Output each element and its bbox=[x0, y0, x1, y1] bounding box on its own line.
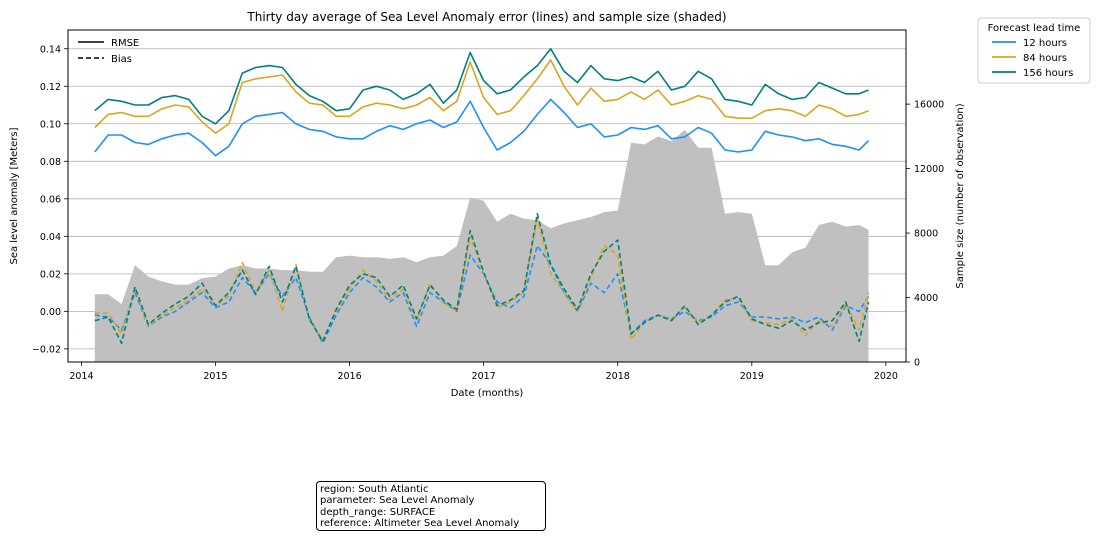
info-depth-range: depth_range: SURFACE bbox=[320, 506, 436, 518]
info-reference: reference: Altimeter Sea Level Anomaly bbox=[320, 517, 520, 529]
legend-box bbox=[977, 17, 1091, 84]
info-parameter: parameter: Sea Level Anomaly bbox=[320, 495, 475, 507]
style-legend: RMSE Bias bbox=[78, 38, 139, 65]
y-tick-label: 0.04 bbox=[40, 232, 61, 243]
plot-frame bbox=[67, 29, 907, 363]
legend-rmse-label: RMSE bbox=[111, 38, 139, 49]
x-axis-ticks: 2014 2015 2016 2017 2018 2019 2020 bbox=[69, 362, 898, 382]
y-tick-label: 0.06 bbox=[40, 194, 61, 205]
metadata-box: region: South Atlantic parameter: Sea Le… bbox=[316, 481, 546, 531]
x-tick-label: 2018 bbox=[606, 371, 630, 382]
series-lines bbox=[94, 47, 870, 345]
rmse-line-84-hours bbox=[94, 59, 869, 134]
y-tick-label: 0.02 bbox=[40, 269, 61, 280]
x-tick-label: 2016 bbox=[337, 371, 361, 382]
y2-tick-label: 8000 bbox=[914, 229, 938, 240]
y-tick-label: 0.00 bbox=[40, 307, 61, 318]
x-axis-label: Date (months) bbox=[451, 388, 524, 399]
legend-title: Forecast lead time bbox=[988, 23, 1081, 34]
x-tick-label: 2014 bbox=[69, 371, 93, 382]
legend-label-12h: 12 hours bbox=[1023, 38, 1067, 49]
y-axis-ticks: −0.02 0.00 0.02 0.04 0.06 0.08 0.10 0.12 0.14 bbox=[32, 44, 68, 355]
legend-bias-label: Bias bbox=[111, 54, 132, 65]
lead-time-legend: Forecast lead time 12 hours 84 hours 156… bbox=[977, 17, 1091, 84]
legend-label-84h: 84 hours bbox=[1023, 53, 1067, 64]
y2-axis-ticks: 0 4000 8000 12000 16000 bbox=[906, 100, 944, 369]
x-tick-label: 2017 bbox=[472, 371, 496, 382]
y-tick-label: 0.12 bbox=[40, 82, 61, 93]
x-tick-label: 2019 bbox=[740, 371, 764, 382]
y2-axis-label: Sample size (number of observation) bbox=[955, 103, 966, 288]
chart-title: Thirty day average of Sea Level Anomaly … bbox=[246, 10, 726, 24]
sample-size-series bbox=[94, 129, 869, 362]
y-axis-label: Sea level anomaly [Meters] bbox=[9, 127, 20, 264]
info-region: region: South Atlantic bbox=[320, 484, 429, 495]
rmse-line-156-hours bbox=[94, 47, 869, 125]
y2-tick-label: 0 bbox=[914, 358, 920, 369]
x-tick-label: 2020 bbox=[874, 371, 898, 382]
rmse-line-12-hours bbox=[94, 98, 870, 157]
y-tick-label: −0.02 bbox=[32, 344, 61, 355]
y2-tick-label: 16000 bbox=[914, 100, 944, 111]
y2-tick-label: 4000 bbox=[914, 293, 938, 304]
legend-label-156h: 156 hours bbox=[1023, 68, 1073, 79]
x-tick-label: 2015 bbox=[203, 371, 227, 382]
y2-tick-label: 12000 bbox=[914, 164, 944, 175]
sample-size-area bbox=[94, 129, 869, 362]
y-tick-label: 0.14 bbox=[40, 44, 61, 55]
y-tick-label: 0.08 bbox=[40, 157, 61, 168]
y-tick-label: 0.10 bbox=[40, 119, 61, 130]
